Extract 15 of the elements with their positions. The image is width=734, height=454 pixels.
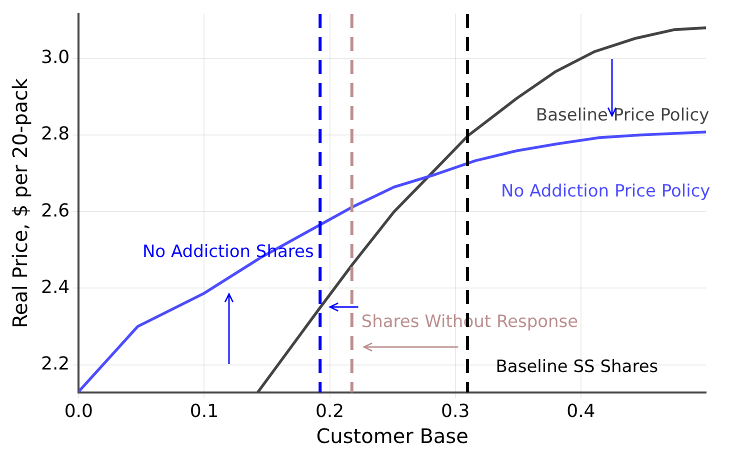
y-tick-label: 2.8	[40, 124, 70, 145]
series-label: No Addiction Price Policy	[500, 181, 710, 202]
ref-line-label: Baseline SS Shares	[496, 357, 658, 378]
x-tick-label: 0.2	[315, 400, 344, 422]
x-tick-label: 0.3	[441, 400, 470, 422]
x-tick-label: 0.4	[566, 400, 596, 422]
y-tick-label: 3.0	[40, 47, 70, 68]
y-tick-label: 2.2	[40, 353, 70, 374]
x-tick-label: 0.1	[190, 400, 219, 422]
y-tick-label: 2.4	[40, 276, 70, 298]
y-axis-title: Real Price, $ per 20-pack	[8, 78, 32, 328]
x-tick-label: 0.0	[64, 400, 93, 422]
series-label: Baseline Price Policy	[536, 106, 710, 126]
y-tick-label: 2.6	[40, 200, 70, 222]
x-axis-title: Customer Base	[316, 424, 468, 448]
